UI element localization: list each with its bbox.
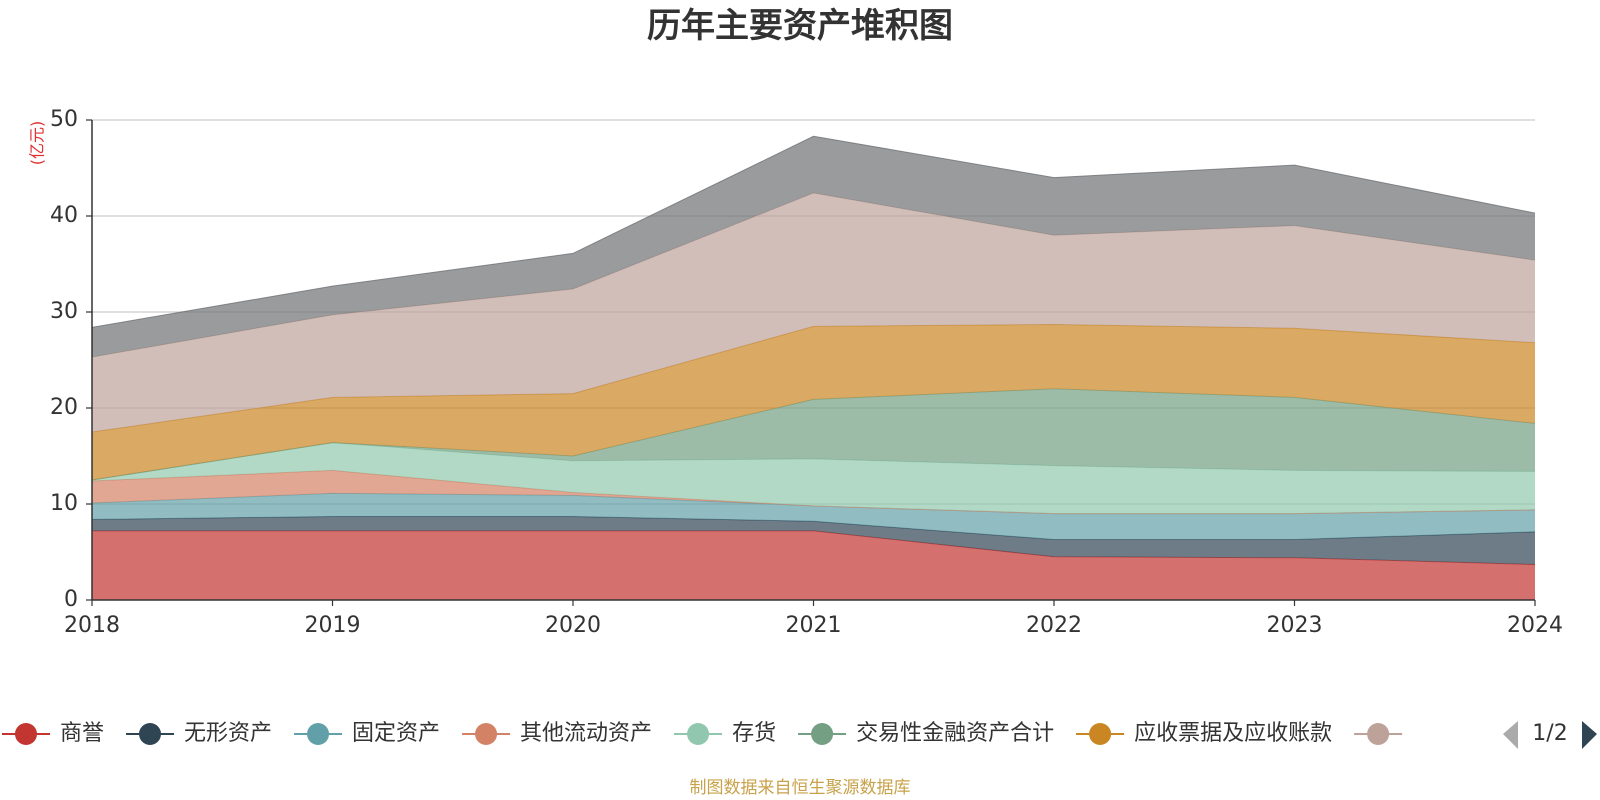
legend-item[interactable]: 固定资产: [294, 721, 440, 746]
area-series: [92, 324, 1535, 480]
x-tick-label: 2023: [1267, 613, 1323, 638]
y-tick-label: 20: [50, 395, 78, 420]
legend-marker: [1089, 723, 1112, 745]
legend-prev-arrow-icon[interactable]: [1503, 721, 1518, 749]
area-series: [92, 530, 1535, 600]
y-tick-label: 30: [50, 299, 78, 324]
legend-marker: [307, 723, 330, 745]
legend-label: 无形资产: [184, 721, 272, 746]
area-series: [92, 388, 1535, 480]
legend-marker: [1367, 723, 1390, 745]
area-series: [92, 516, 1535, 565]
x-tick-label: 2022: [1026, 613, 1082, 638]
y-axis-label: (亿元): [28, 121, 47, 166]
legend-label: 固定资产: [352, 721, 440, 746]
legend-label: 商誉: [60, 721, 104, 746]
legend-label: 存货: [732, 721, 776, 746]
area-series: [92, 493, 1535, 540]
area-series-layer: [91, 135, 1536, 600]
x-tick-label: 2018: [64, 613, 120, 638]
y-tick-label: 40: [50, 203, 78, 228]
axes: 0 10 20 30 40 50 2018 2019 2020 2021 2022 2023 2024: [50, 107, 1563, 638]
legend-item[interactable]: 商誉: [2, 721, 104, 746]
legend-page-indicator: 1/2: [1532, 721, 1567, 746]
y-tick-label: 50: [50, 107, 78, 132]
legend-item[interactable]: 应收票据及应收账款: [1076, 721, 1332, 746]
chart-title: 历年主要资产堆积图: [647, 6, 953, 46]
legend-item[interactable]: 存货: [674, 721, 776, 746]
area-series: [92, 442, 1535, 514]
legend-item[interactable]: [1354, 723, 1403, 745]
legend-marker: [811, 723, 834, 745]
legend-pager: 1/2: [1503, 721, 1597, 749]
legend-label: 其他流动资产: [520, 721, 652, 746]
x-tick-label: 2020: [545, 613, 601, 638]
legend: 商誉 无形资产 固定资产 其他流动资产 存货 交易性金融资产合计 应收票据及应收账款 1/2: [2, 721, 1597, 749]
legend-marker: [475, 723, 498, 745]
x-tick-label: 2024: [1507, 613, 1563, 638]
legend-marker: [139, 723, 162, 745]
area-series-edge: [91, 135, 1536, 328]
legend-marker: [687, 723, 710, 745]
source-note: 制图数据来自恒生聚源数据库: [689, 778, 911, 798]
area-series: [92, 193, 1535, 432]
legend-next-arrow-icon[interactable]: [1582, 721, 1597, 749]
y-tick-label: 0: [64, 587, 78, 612]
area-series: [92, 136, 1535, 358]
x-tick-label: 2019: [305, 613, 361, 638]
legend-item[interactable]: 无形资产: [126, 721, 272, 746]
legend-label: 应收票据及应收账款: [1134, 721, 1332, 746]
legend-item[interactable]: 其他流动资产: [462, 721, 652, 746]
y-tick-label: 10: [50, 491, 78, 516]
x-tick-label: 2021: [786, 613, 842, 638]
legend-item[interactable]: 交易性金融资产合计: [798, 721, 1054, 746]
legend-label: 交易性金融资产合计: [856, 721, 1054, 746]
legend-marker: [15, 723, 37, 745]
